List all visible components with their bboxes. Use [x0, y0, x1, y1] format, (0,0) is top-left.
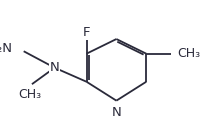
- Text: F: F: [83, 26, 90, 39]
- Text: N: N: [111, 106, 121, 119]
- Text: CH₃: CH₃: [18, 88, 41, 102]
- Text: N: N: [50, 61, 60, 74]
- Text: CH₃: CH₃: [177, 47, 200, 60]
- Text: H₂N: H₂N: [0, 42, 12, 55]
